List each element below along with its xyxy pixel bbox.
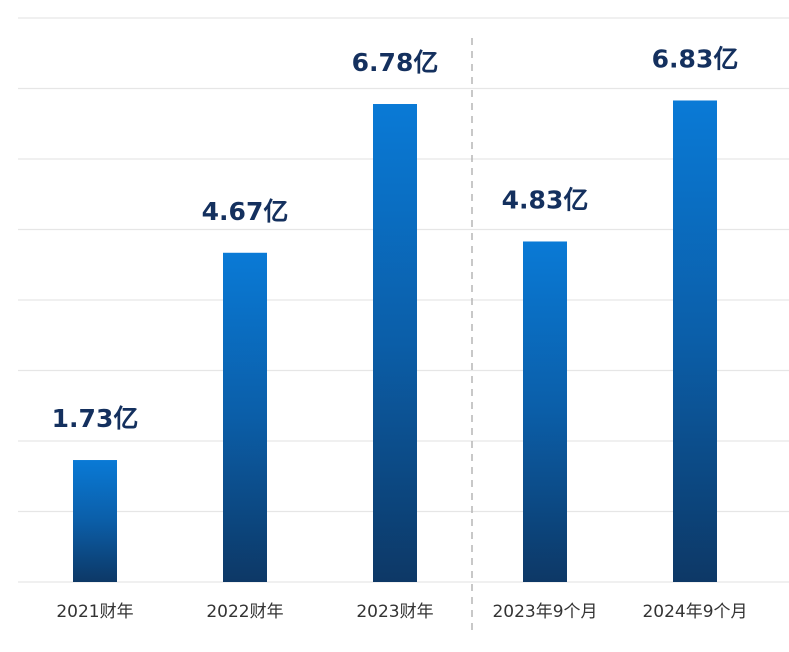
x-tick-label: 2021财年 — [56, 602, 133, 622]
value-label: 1.73亿 — [52, 404, 139, 433]
value-label: 4.83亿 — [502, 185, 589, 214]
x-tick-label: 2023年9个月 — [492, 602, 597, 622]
value-label: 4.67亿 — [202, 197, 289, 226]
bar — [73, 460, 117, 582]
bar — [673, 100, 717, 583]
x-tick-label: 2023财年 — [356, 602, 433, 622]
bar — [223, 252, 267, 582]
bar — [373, 104, 417, 582]
x-tick-label: 2024年9个月 — [642, 602, 747, 622]
value-label: 6.83亿 — [652, 44, 739, 73]
x-tick-label: 2022财年 — [206, 602, 283, 622]
bar — [523, 241, 567, 583]
value-label: 6.78亿 — [352, 48, 439, 77]
